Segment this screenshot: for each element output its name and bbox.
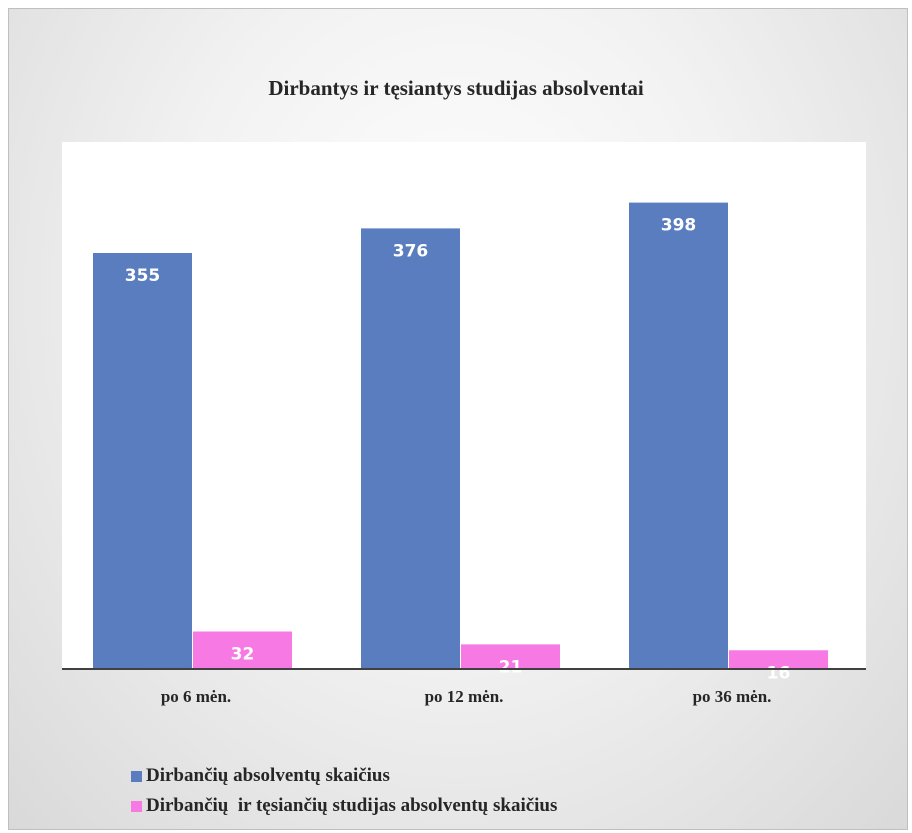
x-tick-label-1: po 12 mėn. xyxy=(425,687,504,706)
legend-label-1: Dirbančių ir tęsiančių studijas absolven… xyxy=(146,795,558,816)
bar-s1-c0 xyxy=(193,631,292,669)
bar-s0-c1 xyxy=(361,228,460,670)
bar-s1-c1 xyxy=(461,644,560,669)
plot-area xyxy=(62,142,866,670)
data-label-s0-c2: 398 xyxy=(661,216,697,236)
x-tick-label-2: po 36 mėn. xyxy=(693,687,772,706)
data-label-s0-c0: 355 xyxy=(125,266,161,286)
legend-swatch-1 xyxy=(131,800,142,812)
legend: Dirbančių absolventų skaičius Dirbančių … xyxy=(131,761,557,821)
bar-s1-c2 xyxy=(729,650,828,669)
legend-swatch-0 xyxy=(131,770,142,782)
bar-s0-c0 xyxy=(93,253,192,669)
legend-label-0: Dirbančių absolventų skaičius xyxy=(146,765,390,786)
data-label-s1-c0: 32 xyxy=(231,645,255,665)
legend-item-1: Dirbančių ir tęsiančių studijas absolven… xyxy=(131,791,557,821)
legend-item-0: Dirbančių absolventų skaičius xyxy=(131,761,557,791)
chart-title: Dirbantys ir tęsiantys studijas absolven… xyxy=(268,76,644,100)
data-label-s1-c2: 16 xyxy=(767,663,791,683)
x-tick-label-0: po 6 mėn. xyxy=(161,687,231,706)
data-label-s1-c1: 21 xyxy=(499,657,523,677)
bar-s0-c2 xyxy=(629,202,728,669)
data-label-s0-c1: 376 xyxy=(393,241,429,261)
